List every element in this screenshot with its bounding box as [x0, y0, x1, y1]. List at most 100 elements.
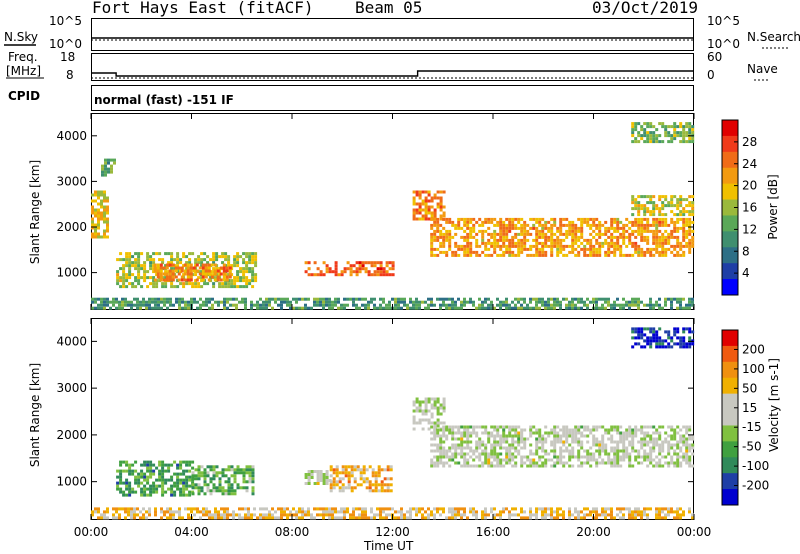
velocity-cell — [487, 437, 491, 441]
power-cell — [586, 247, 590, 251]
power-cell — [137, 282, 141, 286]
velocity-cell — [418, 406, 422, 410]
velocity-cell — [128, 493, 132, 497]
power-cell — [222, 278, 226, 282]
velocity-cell — [158, 460, 162, 464]
velocity-cell — [634, 455, 638, 459]
power-cell — [601, 303, 604, 307]
power-cell — [137, 270, 141, 274]
velocity-cell — [161, 487, 165, 491]
power-cell — [514, 232, 518, 236]
power-cell — [634, 247, 638, 251]
nsky-label: N.Sky — [4, 30, 39, 44]
power-cell — [487, 253, 491, 257]
velocity-cell — [209, 492, 213, 496]
velocity-cell — [559, 437, 563, 441]
power-cell — [400, 297, 403, 301]
power-cell — [361, 261, 365, 265]
power-cell — [631, 220, 635, 224]
power-cell — [595, 238, 599, 242]
power-cell — [619, 253, 623, 257]
power-cell — [97, 235, 100, 239]
velocity-cell — [475, 510, 478, 514]
power-cell — [682, 235, 686, 239]
power-cell — [142, 303, 145, 307]
velocity-cell — [436, 412, 440, 416]
power-cell — [559, 229, 563, 233]
velocity-cell — [220, 513, 223, 517]
power-cell — [688, 204, 692, 208]
power-cell — [119, 276, 123, 280]
power-cell — [571, 226, 575, 230]
velocity-colorbar-swatch — [722, 473, 738, 490]
velocity-cell — [368, 480, 372, 484]
power-cell — [152, 252, 156, 256]
velocity-cell — [658, 434, 662, 438]
velocity-cell — [130, 513, 133, 517]
power-cell — [140, 285, 144, 289]
velocity-cell — [610, 510, 613, 514]
power-cell — [445, 217, 449, 221]
velocity-cell — [463, 455, 467, 459]
velocity-cell — [364, 510, 367, 514]
power-cell — [544, 253, 548, 257]
velocity-cell — [640, 428, 644, 432]
power-cell — [149, 255, 153, 259]
x-tick-label: 04:00 — [174, 525, 209, 539]
velocity-cell — [625, 455, 629, 459]
velocity-cell — [502, 431, 506, 435]
velocity-cell — [409, 507, 412, 511]
power-cell — [607, 300, 610, 304]
velocity-cell — [655, 336, 659, 340]
power-cell — [223, 306, 226, 310]
velocity-cell — [595, 425, 599, 429]
velocity-cell — [149, 460, 153, 464]
velocity-cell — [106, 516, 109, 520]
cpid-value: normal (fast) -151 IF — [94, 93, 234, 107]
velocity-cell — [481, 431, 485, 435]
power-cell — [607, 303, 610, 307]
power-cell — [169, 297, 172, 301]
velocity-cell — [338, 471, 342, 475]
power-cell — [481, 303, 484, 307]
nave-tick-low: 0 — [707, 68, 715, 82]
power-cell — [97, 306, 100, 310]
velocity-cell — [643, 434, 647, 438]
velocity-cell — [341, 465, 345, 469]
power-cell — [571, 220, 575, 224]
velocity-cell — [343, 510, 346, 514]
power-cell — [505, 250, 509, 254]
velocity-cell — [508, 434, 512, 438]
velocity-cell — [547, 513, 550, 517]
power-cell — [511, 235, 515, 239]
power-cell — [424, 205, 428, 209]
power-cell — [176, 261, 180, 265]
velocity-cell — [604, 446, 608, 450]
velocity-cell — [535, 507, 538, 511]
velocity-cell — [481, 449, 485, 453]
velocity-cell — [505, 446, 509, 450]
power-cell — [233, 261, 237, 265]
velocity-cell — [613, 446, 617, 450]
power-cell — [679, 253, 683, 257]
power-cell — [679, 198, 683, 202]
velocity-cell — [688, 330, 692, 334]
power-cell — [634, 244, 638, 248]
power-cell — [568, 220, 572, 224]
power-cell — [313, 261, 317, 265]
power-cell — [245, 264, 249, 268]
power-cell — [670, 306, 673, 310]
power-cell — [301, 306, 304, 310]
power-cell — [490, 253, 494, 257]
power-cell — [517, 241, 521, 245]
power-cell — [236, 270, 240, 274]
power-cell — [646, 125, 650, 129]
power-cell — [511, 253, 515, 257]
velocity-cell — [529, 431, 533, 435]
velocity-cell — [350, 468, 354, 472]
power-cell — [559, 247, 563, 251]
velocity-cell — [580, 440, 584, 444]
power-cell — [643, 226, 647, 230]
power-cell — [391, 297, 394, 301]
power-cell — [688, 195, 692, 199]
